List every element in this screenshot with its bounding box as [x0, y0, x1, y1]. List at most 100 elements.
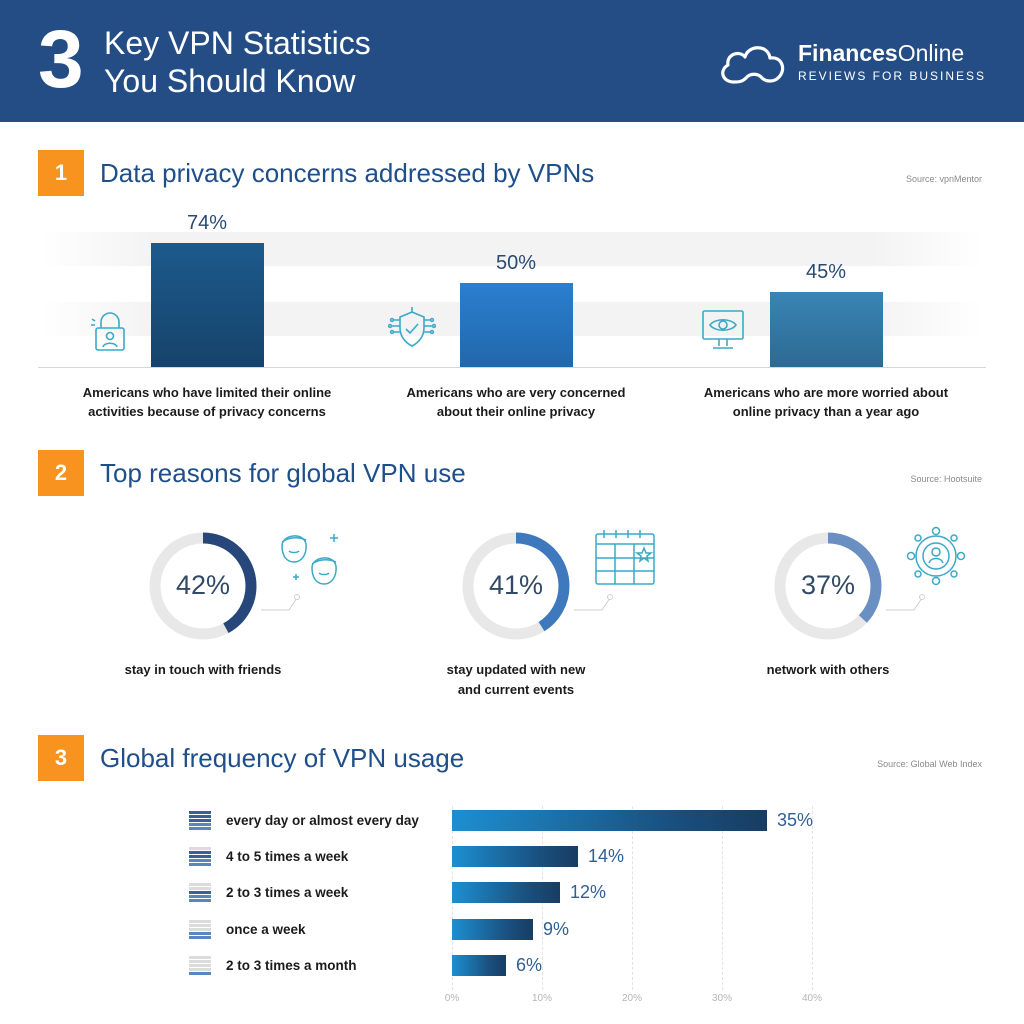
chart1-value-label: 50% [495, 252, 537, 275]
donut-category-label-line: stay updated with new [446, 662, 586, 677]
frequency-stripe [189, 811, 211, 814]
donut-category-label-line: and current events [457, 682, 575, 697]
header-title-line2: You Should Know [104, 63, 356, 99]
brand-name-bold: Finances [798, 40, 898, 66]
frequency-stripe [189, 823, 211, 826]
frequency-stripe [189, 859, 211, 862]
donut-connector-dot [919, 594, 925, 600]
frequency-stripe [189, 964, 211, 967]
frequency-level-icon [189, 956, 211, 976]
brand-name-rest: Online [897, 40, 965, 66]
frequency-stripe [189, 855, 211, 858]
donut-category-label-line: network with others [766, 662, 890, 677]
calendar-icon [595, 530, 655, 585]
section-3-number: 3 [38, 735, 84, 781]
frequency-stripe [189, 928, 211, 931]
chart3-gridline [722, 806, 723, 990]
section-1-title: Data privacy concerns addressed by VPNs [100, 158, 595, 188]
header-banner: 3 Key VPN Statistics You Should Know Fin… [0, 0, 1024, 122]
brand-tagline: REVIEWS FOR BUSINESS [798, 69, 987, 83]
chart3-bar [452, 919, 533, 940]
chart3-tick-label: 0% [444, 993, 460, 1004]
frequency-stripe [189, 891, 211, 894]
donut-chart [462, 532, 570, 640]
chart1-category-label-line: Americans who have limited their online [82, 385, 332, 400]
header-number: 3 [38, 14, 84, 105]
frequency-stripe [189, 968, 211, 971]
chart3-tick-label: 30% [711, 993, 732, 1004]
section-3-source: Source: Global Web Index [877, 759, 982, 769]
chart3-bar [452, 882, 560, 903]
frequency-stripe [189, 863, 211, 866]
section-1-source: Source: vpnMentor [905, 174, 982, 184]
frequency-level-icon [189, 883, 211, 903]
chart3-category-label: 2 to 3 times a month [226, 958, 357, 973]
chart1-category-label: Americans who are very concerned about th… [366, 383, 666, 421]
padlock-user-icon [91, 312, 125, 351]
shield-circuit-icon [388, 307, 436, 347]
chart1-category-label-line: Americans who are more worried about [703, 385, 949, 400]
donut-category-label: stay updated with new and current events [406, 660, 626, 700]
frequency-stripe [189, 847, 211, 850]
chart3-gridline [812, 806, 813, 990]
chart1-category-label: Americans who are more worried about onli… [676, 383, 976, 421]
donut-segment [462, 532, 570, 640]
chart3-value-label: 6% [516, 955, 543, 975]
chart3-bar [452, 846, 578, 867]
section-2-source: Source: Hootsuite [910, 474, 982, 484]
chart3-value-label: 12% [570, 882, 607, 902]
frequency-stripe [189, 932, 211, 935]
chart3-bar [452, 955, 506, 976]
chart1-value-label: 45% [805, 260, 847, 283]
chart1-bar [770, 291, 883, 367]
frequency-stripe [189, 960, 211, 963]
friends-faces-icon [281, 534, 338, 585]
section-2-number: 2 [38, 450, 84, 496]
frequency-stripe [189, 895, 211, 898]
frequency-stripe [189, 883, 211, 886]
donut-connector [261, 594, 300, 611]
chart1-baseline [38, 367, 986, 368]
chart1-category-label-line: about their online privacy [436, 404, 596, 419]
donut-connector-line [261, 597, 298, 611]
frequency-stripe [189, 815, 211, 818]
frequency-level-icon [189, 811, 211, 831]
frequency-stripe [189, 924, 211, 927]
chart1-category-label-line: Americans who are very concerned [406, 385, 626, 400]
chart3-tick-label: 20% [621, 993, 642, 1004]
frequency-level-icon [189, 920, 211, 940]
frequency-level-icon [189, 847, 211, 867]
frequency-stripe [189, 899, 211, 902]
chart3-value-label: 14% [588, 846, 625, 866]
header-title-line1: Key VPN Statistics [104, 25, 371, 61]
chart3-value-label: 9% [543, 919, 570, 939]
brand-name: FinancesOnline [798, 40, 964, 66]
chart3-tick-label: 40% [801, 993, 822, 1004]
frequency-stripe [189, 936, 211, 939]
frequency-stripe [189, 819, 211, 822]
donut-value-label: 37% [800, 570, 856, 600]
frequency-stripe [189, 920, 211, 923]
chart3-category-label: 2 to 3 times a week [226, 885, 349, 900]
frequency-stripe [189, 851, 211, 854]
chart3-category-label: 4 to 5 times a week [226, 849, 349, 864]
network-user-icon [906, 526, 966, 586]
header-title: Key VPN Statistics You Should Know [104, 24, 371, 100]
donut-connector [886, 594, 925, 611]
frequency-stripe [189, 956, 211, 959]
donut-segment [149, 532, 257, 640]
frequency-stripe [189, 887, 211, 890]
cloud-logo-icon [721, 46, 785, 84]
donut-connector [574, 594, 613, 611]
donut-value-label: 42% [175, 570, 231, 600]
frequency-stripe [189, 972, 211, 975]
section-2-title: Top reasons for global VPN use [100, 458, 466, 488]
brand-logo: FinancesOnline REVIEWS FOR BUSINESS [716, 38, 996, 88]
chart1-bar [460, 283, 573, 367]
chart3-bar [452, 810, 767, 831]
section-3-title: Global frequency of VPN usage [100, 743, 465, 773]
chart3-gridline [632, 806, 633, 990]
donut-chart [774, 532, 882, 640]
donut-category-label-line: stay in touch with friends [124, 662, 282, 677]
donut-connector-line [886, 597, 923, 611]
